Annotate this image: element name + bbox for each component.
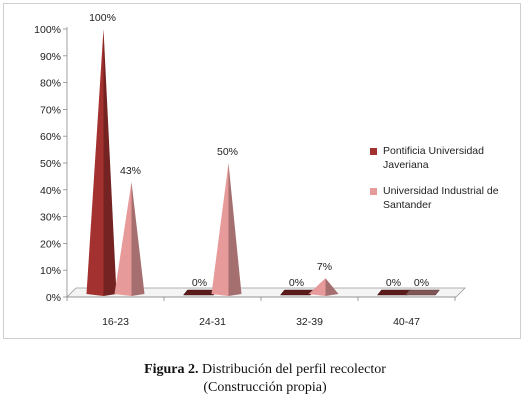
y-tick-label: 50% bbox=[40, 158, 61, 170]
y-tick-label: 60% bbox=[40, 131, 61, 143]
chart-plot: 0% 10% 20% 30% 40% 50% 60% 70% 80% 90% 100% 16-23 24… bbox=[34, 12, 466, 328]
legend-label-line: Santander bbox=[383, 199, 432, 211]
legend-item-uis: Universidad Industrial de Santander bbox=[370, 184, 520, 212]
y-tick-label: 40% bbox=[40, 185, 61, 197]
y-tick-label: 30% bbox=[40, 212, 61, 224]
figure-caption: Figura 2. Distribución del perfil recole… bbox=[0, 362, 530, 378]
chart-bar-side bbox=[103, 29, 117, 296]
x-tick-label: 40-47 bbox=[393, 316, 420, 328]
chart-bar-side bbox=[131, 181, 145, 296]
chart-legend: Pontificia Universidad Javeriana Univers… bbox=[370, 144, 520, 224]
x-tick-label: 32-39 bbox=[296, 316, 323, 328]
chart-frame: 0% 10% 20% 30% 40% 50% 60% 70% 80% 90% 100% 16-23 24… bbox=[3, 3, 521, 339]
legend-item-javeriana: Pontificia Universidad Javeriana bbox=[370, 144, 520, 172]
chart-bar-side bbox=[228, 163, 242, 296]
chart-bar bbox=[86, 29, 104, 296]
y-tick-label: 10% bbox=[40, 265, 61, 277]
legend-label-line: Universidad Industrial de bbox=[383, 185, 499, 197]
data-label: 0% bbox=[414, 277, 429, 289]
y-tick-label: 100% bbox=[34, 24, 61, 36]
y-tick-label: 20% bbox=[40, 238, 61, 250]
y-tick-label: 70% bbox=[40, 104, 61, 116]
data-label: 7% bbox=[317, 261, 332, 273]
legend-label-line: Javeriana bbox=[383, 159, 429, 171]
chart-bar-zero bbox=[404, 289, 441, 296]
data-label: 0% bbox=[289, 277, 304, 289]
figure-caption-subtitle: (Construcción propia) bbox=[203, 380, 327, 395]
legend-swatch-uis bbox=[370, 188, 377, 195]
chart-bar bbox=[308, 278, 326, 296]
legend-swatch-javeriana bbox=[370, 148, 377, 155]
caption-label: Figura 2. bbox=[144, 362, 199, 377]
data-label: 100% bbox=[89, 12, 116, 24]
legend-label-line: Pontificia Universidad bbox=[383, 145, 484, 157]
data-label: 0% bbox=[192, 277, 207, 289]
y-tick-label: 0% bbox=[46, 292, 61, 304]
chart-bar-zero bbox=[279, 289, 316, 296]
data-label: 43% bbox=[120, 165, 141, 177]
chart-bar bbox=[114, 181, 132, 296]
y-tick-label: 90% bbox=[40, 51, 61, 63]
x-tick-label: 16-23 bbox=[102, 316, 129, 328]
legend-label-javeriana: Pontificia Universidad Javeriana bbox=[383, 144, 484, 172]
legend-label-uis: Universidad Industrial de Santander bbox=[383, 184, 499, 212]
y-tick-label: 80% bbox=[40, 78, 61, 90]
x-tick-label: 24-31 bbox=[199, 316, 226, 328]
chart-bar bbox=[211, 163, 229, 296]
caption-title: Distribución del perfil recolector bbox=[198, 362, 386, 377]
data-label: 50% bbox=[217, 146, 238, 158]
chart-bar-side bbox=[325, 278, 339, 296]
data-label: 0% bbox=[386, 277, 401, 289]
